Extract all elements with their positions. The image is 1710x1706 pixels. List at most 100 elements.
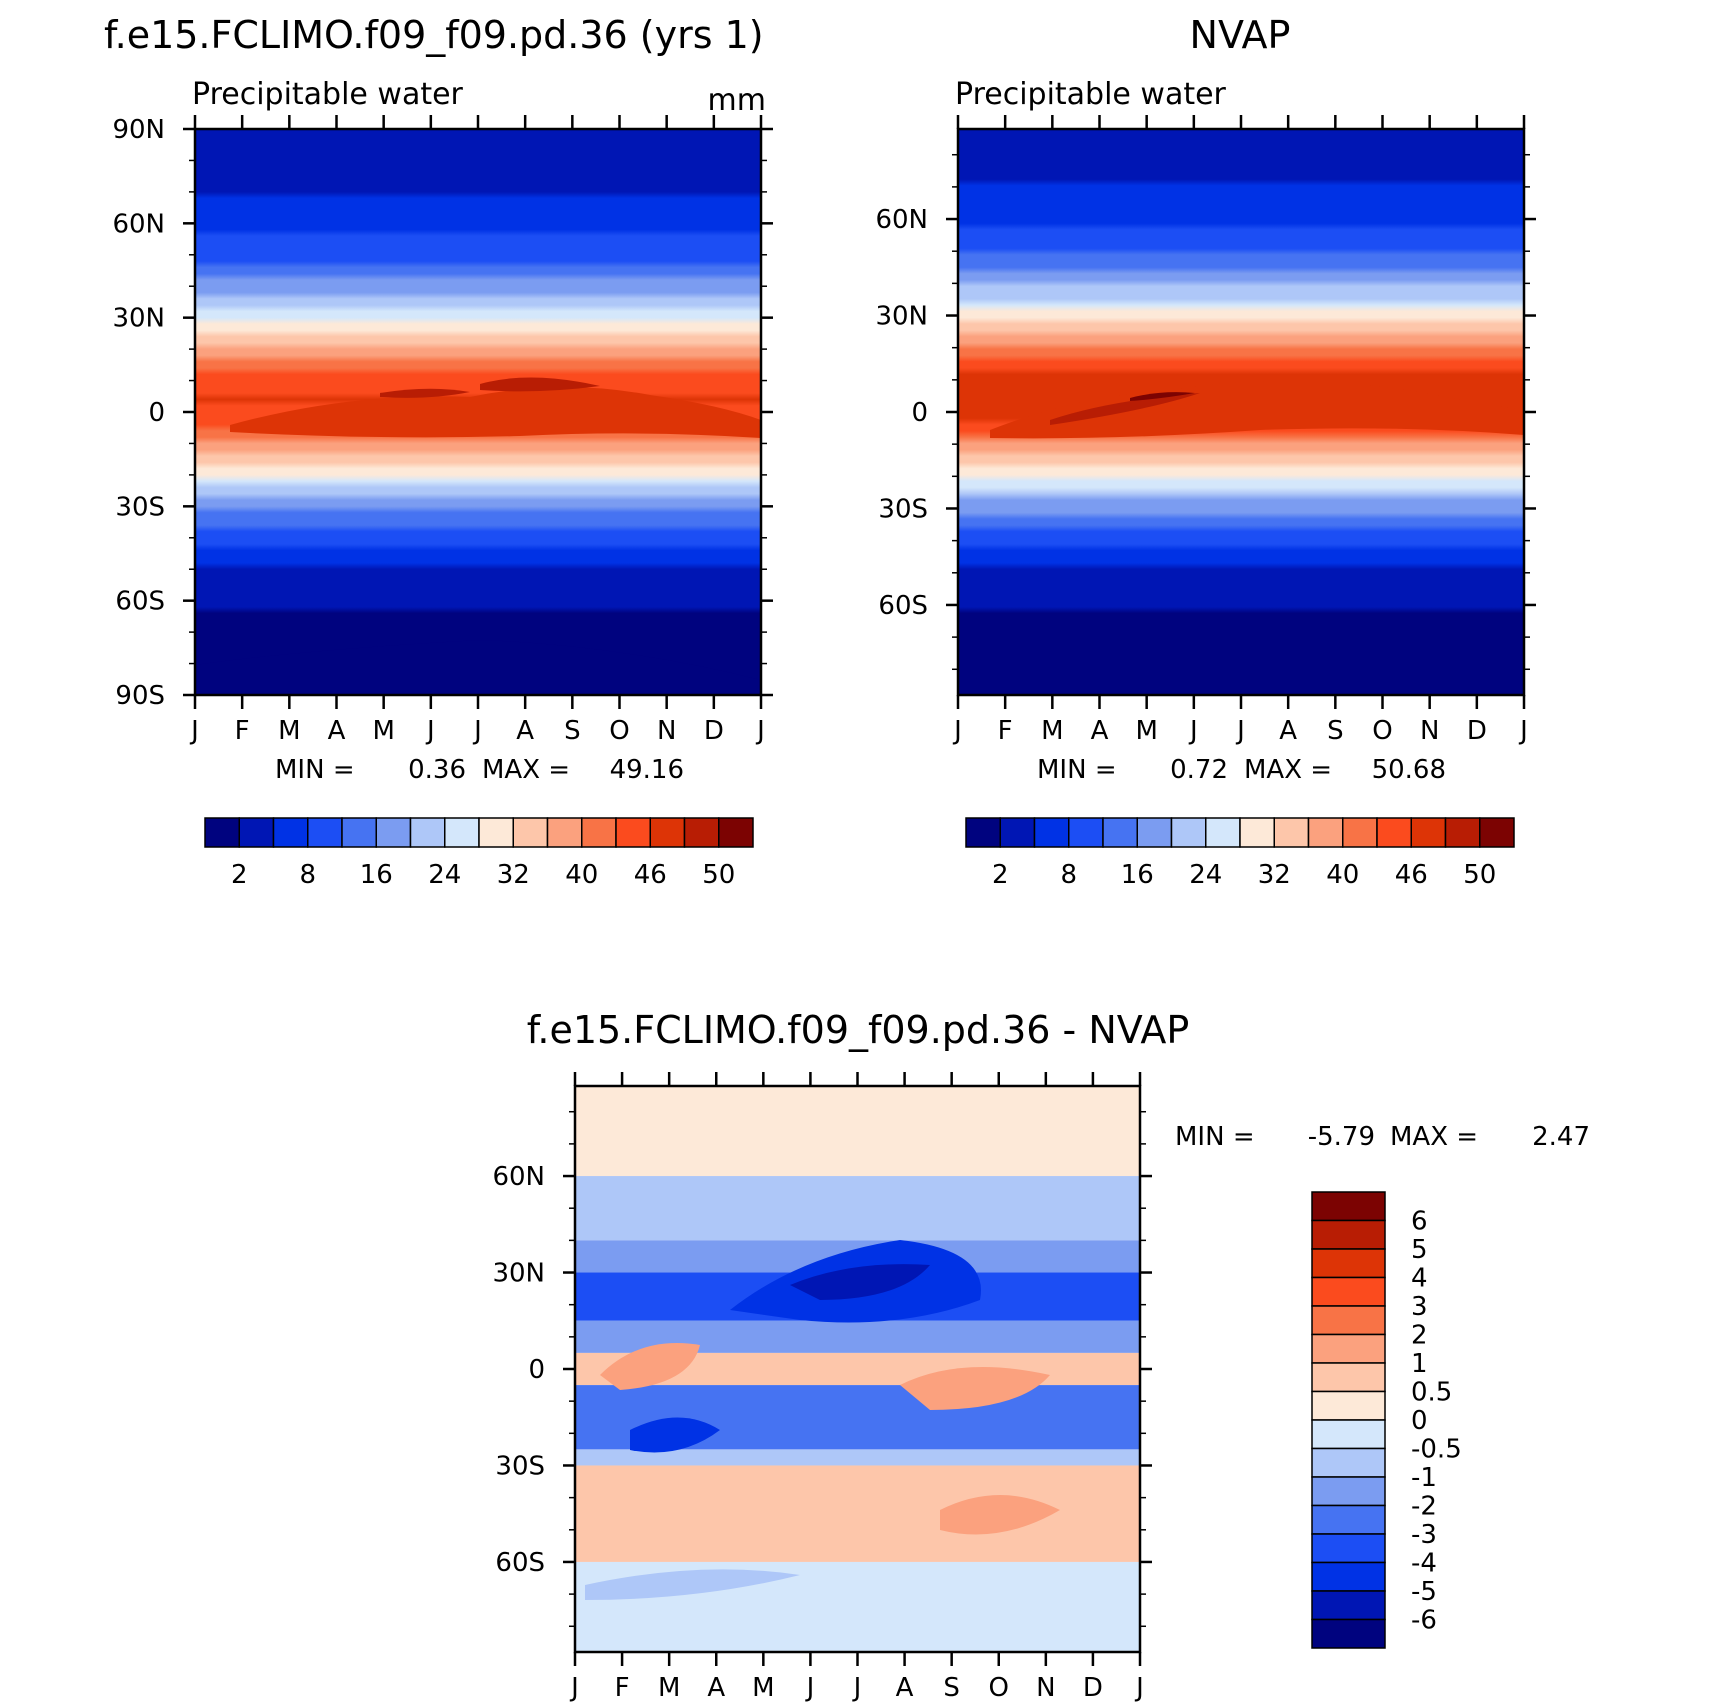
positive-anomaly: [600, 1343, 700, 1390]
negative-anomaly-core: [790, 1264, 930, 1300]
y-tick-label: 90S: [115, 681, 165, 711]
colorbar-box: [204, 817, 240, 848]
panel-model-max-value: 49.16: [610, 755, 684, 785]
colorbar-label: 5: [1411, 1235, 1428, 1265]
y-tick-label: 90N: [112, 115, 165, 145]
panel-obs-title: NVAP: [1190, 13, 1291, 57]
colorbar-box: [1311, 1276, 1386, 1307]
panel-obs-features: [990, 381, 1524, 439]
colorbar-label: 4: [1411, 1264, 1428, 1294]
panel-model: f.e15.FCLIMO.f09_f09.pd.36 (yrs 1) Preci…: [104, 13, 773, 890]
tropical-band: [230, 386, 761, 438]
colorbar-label: 6: [1411, 1207, 1428, 1237]
x-tick-label: N: [1036, 1673, 1055, 1703]
colorbar-box: [409, 817, 446, 848]
colorbar-label: 46: [634, 860, 667, 890]
colorbar-box: [1311, 1248, 1386, 1279]
panel-model-title: f.e15.FCLIMO.f09_f09.pd.36 (yrs 1): [104, 13, 764, 57]
colorbar-box: [1342, 817, 1378, 848]
colorbar-box: [1311, 1390, 1386, 1421]
colorbar-box: [615, 817, 651, 848]
x-tick-label: O: [609, 716, 629, 746]
panel-model-min-label: MIN =: [275, 755, 355, 785]
difference-band: [575, 1086, 1140, 1177]
colorbar-box: [1068, 817, 1104, 848]
panel-model-subtitle: Precipitable water: [192, 77, 464, 112]
colorbar-label: 8: [299, 860, 316, 890]
panel-diff-min-value: -5.79: [1308, 1122, 1375, 1152]
colorbar-label: -3: [1411, 1520, 1437, 1550]
colorbar-box: [1311, 1191, 1386, 1222]
positive-anomaly-2: [900, 1367, 1050, 1410]
colorbar-label: 16: [1121, 860, 1154, 890]
panel-obs-max-label: MAX =: [1244, 755, 1332, 785]
x-tick-label: M: [1135, 716, 1157, 746]
colorbar-label: 32: [497, 860, 530, 890]
x-tick-label: J: [852, 1673, 862, 1703]
colorbar-label: 32: [1258, 860, 1291, 890]
x-tick-label: M: [278, 716, 300, 746]
y-tick-label: 60N: [112, 209, 165, 239]
panel-obs-min-value: 0.72: [1170, 755, 1228, 785]
colorbar-box: [1307, 817, 1344, 848]
x-tick-label: J: [755, 716, 765, 746]
x-tick-label: J: [952, 716, 962, 746]
colorbar-label: 0.5: [1411, 1378, 1452, 1408]
x-tick-label: A: [328, 716, 346, 746]
x-tick-label: M: [658, 1673, 680, 1703]
x-tick-label: F: [235, 716, 250, 746]
panel-obs-colorbar: 2 8 16 24 32 40 46 50: [965, 817, 1515, 890]
x-tick-label: J: [472, 716, 482, 746]
colorbar-box: [1410, 817, 1447, 848]
x-tick-label: S: [943, 1673, 960, 1703]
x-tick-label: J: [425, 716, 435, 746]
colorbar-label: -4: [1411, 1549, 1437, 1579]
tropical-max: [1050, 393, 1200, 425]
antarctic-region: [195, 640, 761, 695]
colorbar-label: 24: [428, 860, 461, 890]
colorbar-box: [375, 817, 412, 848]
colorbar-box: [1311, 1219, 1386, 1250]
colorbar-label: 2: [231, 860, 248, 890]
colorbar-box: [1376, 817, 1412, 848]
y-tick-label: 30N: [875, 302, 928, 332]
y-tick-label: 30N: [492, 1259, 545, 1289]
colorbar-box: [512, 817, 549, 848]
colorbar-label: 50: [1463, 860, 1496, 890]
colorbar-box: [1273, 817, 1310, 848]
colorbar-box: [1311, 1362, 1386, 1393]
x-tick-label: J: [1235, 716, 1245, 746]
panel-diff-max-value: 2.47: [1532, 1122, 1590, 1152]
x-tick-label: A: [707, 1673, 725, 1703]
colorbar-box: [1205, 817, 1241, 848]
colorbar-box: [1033, 817, 1070, 848]
colorbar-box: [965, 817, 1001, 848]
positive-anomaly-3: [940, 1495, 1060, 1535]
panel-obs-max-value: 50.68: [1372, 755, 1446, 785]
weak-negative-anomaly: [585, 1569, 800, 1600]
panel-diff-y-axis: 60N 30N 0 30S 60S: [492, 1110, 1152, 1628]
panel-obs: NVAP Precipitable water 60N 30N 0 30S 60S J F…: [875, 13, 1536, 890]
colorbar-box: [1239, 817, 1275, 848]
colorbar-label: -5: [1411, 1577, 1437, 1607]
x-tick-label: N: [1420, 716, 1439, 746]
panel-model-features: [195, 377, 761, 695]
panel-obs-y-axis: 60N 30N 0 30S 60S: [875, 153, 1536, 671]
panel-model-min-value: 0.36: [408, 755, 466, 785]
tropical-peak: [1130, 392, 1195, 401]
colorbar-box: [272, 817, 309, 848]
colorbar-box: [307, 817, 343, 848]
colorbar-box: [1170, 817, 1207, 848]
colorbar-label: 16: [360, 860, 393, 890]
y-tick-label: 60S: [878, 591, 928, 621]
y-tick-label: 0: [528, 1355, 545, 1385]
colorbar-box: [1311, 1533, 1386, 1564]
colorbar-label: -6: [1411, 1606, 1437, 1636]
colorbar-box: [683, 817, 720, 848]
x-tick-label: F: [615, 1673, 630, 1703]
x-tick-label: D: [704, 716, 724, 746]
